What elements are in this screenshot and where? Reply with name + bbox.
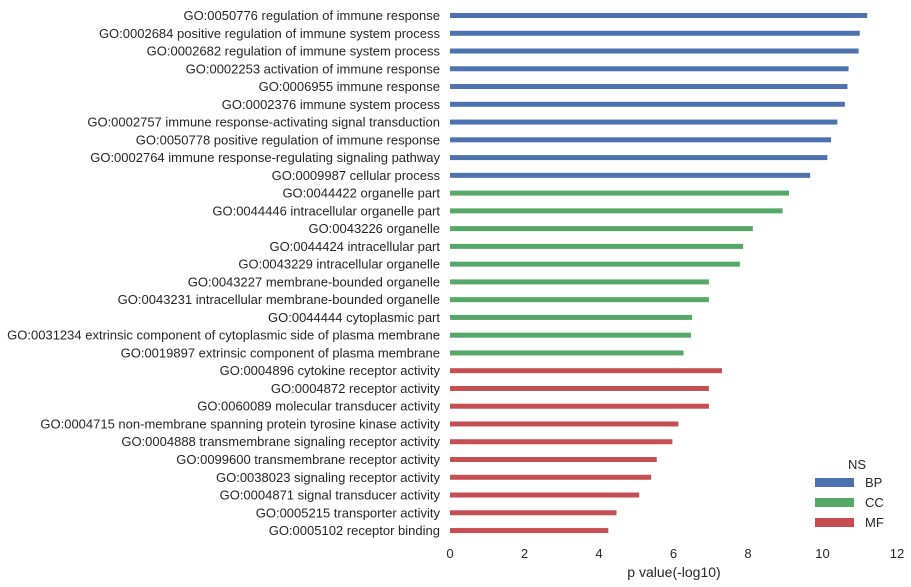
bar [450, 172, 811, 178]
bar [450, 190, 789, 196]
legend: NS BP CC MF [815, 457, 884, 530]
bar [450, 528, 609, 534]
category-label: GO:0044422 organelle part [282, 186, 440, 201]
bar [450, 30, 860, 36]
legend-swatch [815, 518, 854, 527]
x-axis-title: p value(-log10) [627, 564, 720, 580]
bar [450, 155, 828, 161]
x-tick-label: 12 [890, 546, 904, 561]
category-label: GO:0004888 transmembrane signaling recep… [121, 434, 440, 449]
category-label: GO:0002684 positive regulation of immune… [99, 26, 441, 41]
category-label: GO:0043226 organelle [308, 221, 440, 236]
bar [450, 297, 709, 303]
bar [450, 332, 692, 338]
category-label: GO:0006955 immune response [259, 79, 440, 94]
category-label: GO:0043227 membrane-bounded organelle [188, 274, 440, 289]
bar [450, 457, 657, 462]
bar [450, 66, 849, 72]
bar [450, 279, 709, 285]
bar [450, 385, 709, 391]
legend-swatch [815, 498, 854, 507]
legend-label: MF [865, 515, 884, 530]
category-label: GO:0050778 positive regulation of immune… [136, 132, 440, 147]
bar [450, 13, 868, 18]
category-label: GO:0099600 transmembrane receptor activi… [176, 452, 440, 467]
x-tick-label: 0 [446, 546, 453, 561]
bar [450, 403, 709, 409]
legend-swatch [815, 478, 854, 487]
x-tick-label: 10 [815, 546, 829, 561]
bars-group [450, 13, 868, 534]
category-label: GO:0043231 intracellular membrane-bounde… [118, 292, 440, 307]
bar [450, 243, 744, 249]
category-label: GO:0038023 signaling receptor activity [216, 470, 441, 485]
bar [450, 421, 679, 427]
bar [450, 510, 617, 516]
category-label: GO:0009987 cellular process [272, 168, 441, 183]
x-tick-label: 6 [670, 546, 677, 561]
bar [450, 226, 753, 232]
x-tick-label: 4 [595, 546, 602, 561]
bar [450, 119, 838, 125]
category-label: GO:0005102 receptor binding [269, 523, 440, 538]
legend-title: NS [848, 457, 866, 472]
bar [450, 492, 640, 498]
category-label: GO:0002682 regulation of immune system p… [147, 44, 441, 59]
category-label: GO:0004896 cytokine receptor activity [220, 363, 441, 378]
bar [450, 101, 845, 107]
category-label: GO:0043229 intracellular organelle [238, 257, 440, 272]
bar [450, 350, 684, 356]
category-label: GO:0060089 molecular transducer activity [197, 399, 440, 414]
legend-label: BP [865, 475, 882, 490]
x-tick-label: 2 [521, 546, 528, 561]
category-label: GO:0044446 intracellular organelle part [212, 203, 440, 218]
category-label: GO:0005215 transporter activity [256, 505, 441, 520]
legend-label: CC [865, 495, 884, 510]
bar [450, 84, 848, 90]
category-label: GO:0002376 immune system process [222, 97, 441, 112]
bar [450, 439, 673, 445]
bar [450, 208, 783, 214]
category-label: GO:0004715 non-membrane spanning protein… [40, 416, 440, 431]
x-tick-label: 8 [744, 546, 751, 561]
x-tick-labels-group: 0 2 4 6 8 10 12 [446, 546, 904, 561]
bar [450, 314, 693, 320]
bar [450, 368, 722, 374]
category-label: GO:0004871 signal transducer activity [220, 488, 441, 503]
bar [450, 261, 740, 267]
bar [450, 474, 652, 480]
category-label: GO:0002253 activation of immune response [186, 61, 440, 76]
category-labels-group: GO:0050776 regulation of immune response… [7, 8, 440, 538]
bar [450, 48, 859, 54]
category-label: GO:0004872 receptor activity [271, 381, 441, 396]
category-label: GO:0019897 extrinsic component of plasma… [121, 345, 440, 360]
category-label: GO:0031234 extrinsic component of cytopl… [7, 328, 440, 343]
category-label: GO:0050776 regulation of immune response [183, 8, 440, 23]
category-label: GO:0044424 intracellular part [269, 239, 440, 254]
category-label: GO:0044444 cytoplasmic part [268, 310, 440, 325]
category-label: GO:0002757 immune response-activating si… [87, 115, 440, 130]
category-label: GO:0002764 immune response-regulating si… [90, 150, 440, 165]
bar [450, 137, 832, 143]
